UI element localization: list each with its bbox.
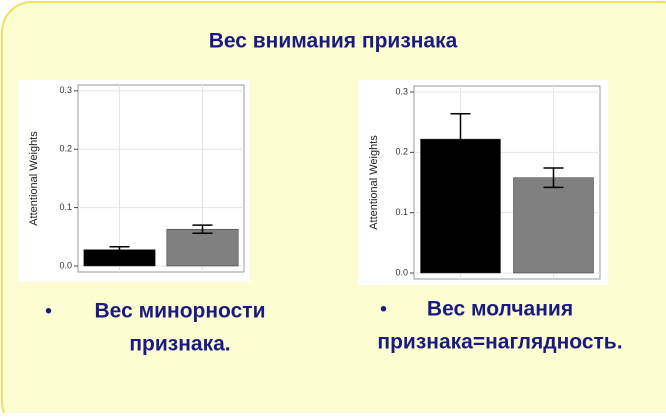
y-tick-label: 0.3 [59, 85, 72, 95]
y-tick-label: 0.1 [395, 207, 408, 217]
y-tick-label: 0.1 [59, 202, 72, 212]
y-tick-label: 0.3 [395, 86, 408, 96]
y-axis-label: Attentional Weights [28, 131, 40, 226]
bullet-dot: • [380, 298, 387, 320]
slide-title: Вес внимания признака [209, 30, 458, 53]
bar [166, 228, 239, 267]
bar [513, 177, 594, 274]
y-tick-label: 0.2 [395, 147, 408, 157]
bullet-text: признака. [129, 333, 230, 356]
bullet-dot: • [45, 300, 52, 322]
bullet-text: Вес минорности [95, 300, 266, 323]
y-tick-label: 0.0 [395, 267, 408, 277]
bullet-text: Вес молчания [427, 298, 573, 321]
y-tick-label: 0.2 [59, 144, 72, 154]
bullet-text: признака=наглядность. [377, 331, 622, 354]
y-axis-label: Attentional Weights [368, 135, 380, 230]
y-tick-label: 0.0 [59, 260, 72, 270]
